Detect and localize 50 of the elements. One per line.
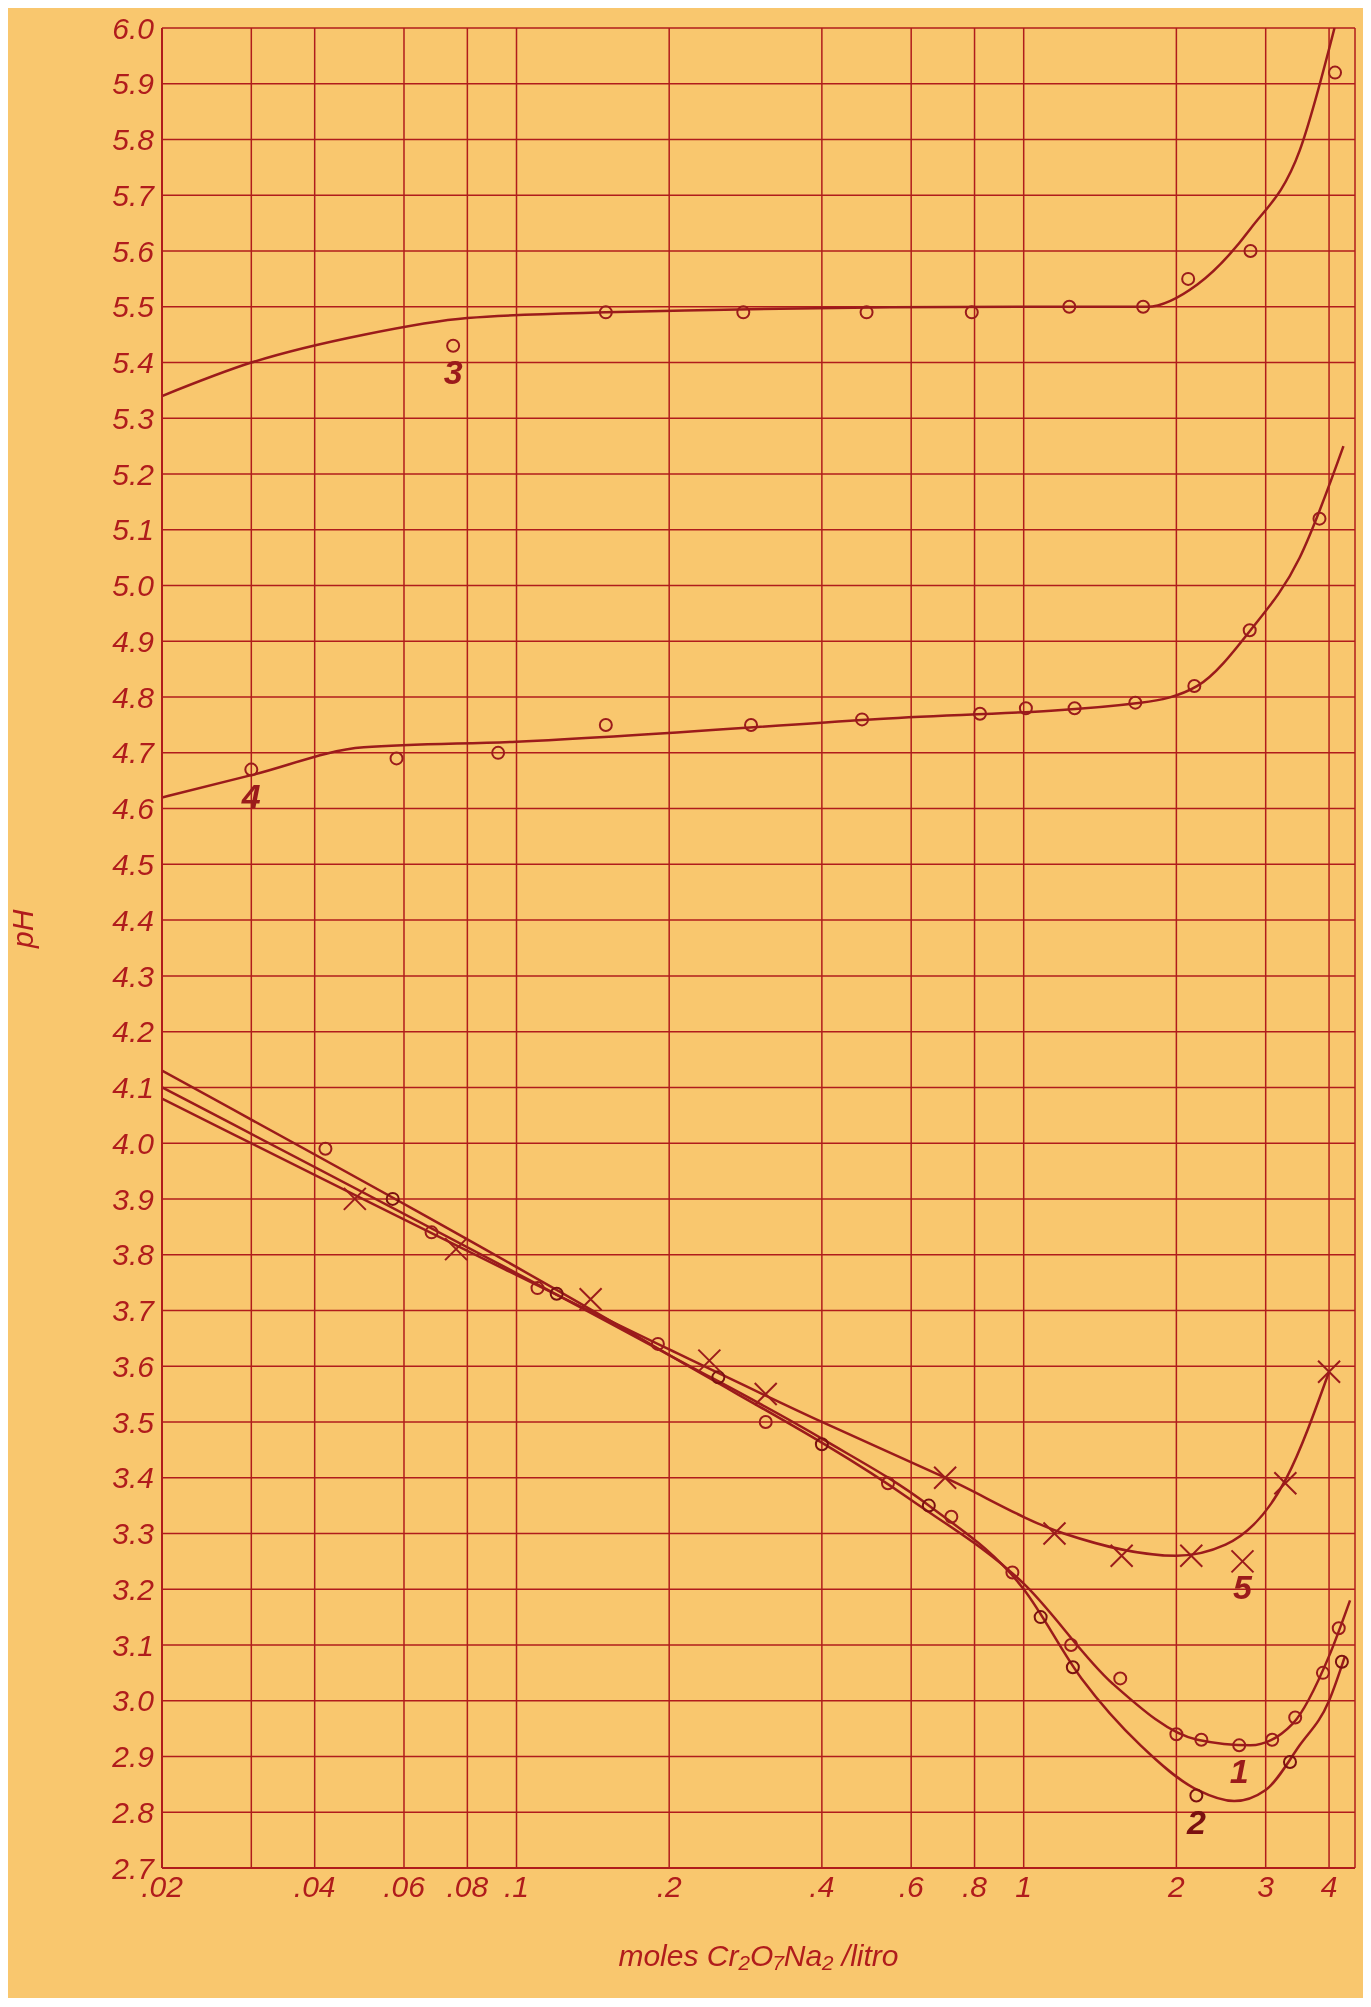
y-tick-label: 5.4 — [112, 346, 154, 380]
x-tick-label: .04 — [293, 1870, 336, 1904]
y-tick-label: 3.9 — [112, 1182, 155, 1216]
series-label: 3 — [443, 352, 463, 391]
y-axis-title: pH — [5, 909, 39, 949]
y-tick-label: 4.5 — [112, 848, 155, 882]
y-tick-label: 4.1 — [112, 1071, 154, 1105]
y-tick-label: 5.2 — [112, 457, 155, 491]
y-tick-label: 4.0 — [112, 1126, 155, 1160]
y-tick-label: 5.6 — [112, 234, 155, 268]
y-tick-label: 3.4 — [112, 1461, 154, 1495]
y-tick-label: 3.2 — [112, 1572, 155, 1606]
y-tick-label: 6.0 — [112, 11, 155, 45]
y-tick-label: 3.8 — [112, 1238, 155, 1272]
y-tick-label: 5.8 — [112, 123, 155, 157]
y-tick-label: 4.3 — [112, 959, 155, 993]
y-tick-label: 4.8 — [112, 680, 155, 714]
x-tick-label: .4 — [809, 1870, 835, 1904]
x-tick-label: .8 — [962, 1870, 988, 1904]
x-tick-label: .06 — [383, 1870, 426, 1904]
y-tick-label: 4.9 — [112, 624, 155, 658]
y-tick-label: 4.6 — [112, 792, 155, 826]
y-tick-label: 5.9 — [112, 67, 155, 101]
y-tick-label: 3.3 — [112, 1517, 155, 1551]
y-tick-label: 5.0 — [112, 569, 155, 603]
x-tick-label: .08 — [446, 1870, 489, 1904]
y-tick-label: 4.2 — [112, 1015, 155, 1049]
y-tick-label: 3.1 — [112, 1628, 154, 1662]
y-tick-label: 2.8 — [111, 1795, 155, 1829]
series-label: 1 — [1229, 1752, 1249, 1791]
y-tick-label: 5.1 — [112, 513, 154, 547]
x-tick-label: 1 — [1015, 1870, 1033, 1904]
y-tick-label: 5.7 — [112, 178, 156, 212]
y-tick-label: 3.7 — [112, 1294, 156, 1328]
y-tick-label: 3.0 — [112, 1684, 155, 1718]
y-tick-label: 4.7 — [112, 736, 156, 770]
x-tick-label: 2 — [1167, 1870, 1186, 1904]
y-tick-label: 3.6 — [112, 1349, 155, 1383]
x-tick-label: 4 — [1320, 1870, 1338, 1904]
y-tick-label: 5.5 — [112, 290, 155, 324]
y-tick-label: 5.3 — [112, 401, 155, 435]
x-tick-label: 3 — [1257, 1870, 1275, 1904]
x-tick-label: .6 — [898, 1870, 924, 1904]
x-tick-label: .2 — [656, 1870, 683, 1904]
x-axis-title: moles Cr₂O₇Na₂ /litro — [618, 1939, 899, 1972]
y-tick-label: 3.5 — [112, 1405, 155, 1439]
y-tick-label: 2.9 — [111, 1740, 155, 1774]
y-tick-label: 4.4 — [112, 903, 154, 937]
x-tick-label: .1 — [503, 1870, 530, 1904]
series-label: 2 — [1185, 1802, 1206, 1841]
